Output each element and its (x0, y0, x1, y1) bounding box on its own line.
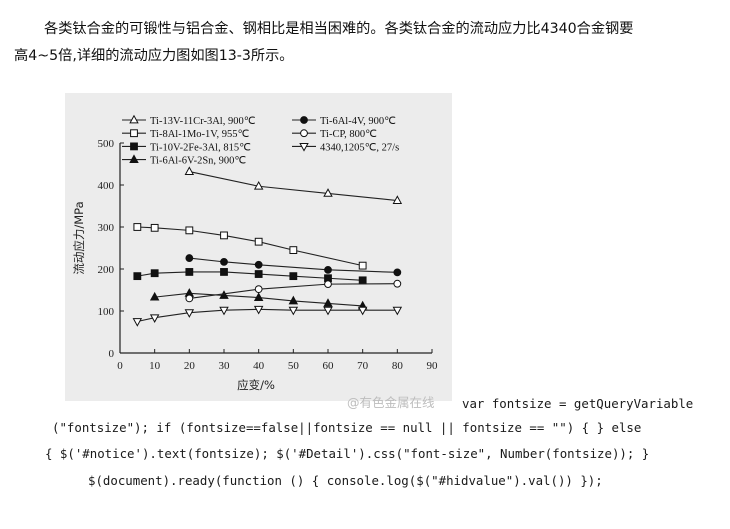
data-point-series-3 (254, 270, 263, 278)
x-tick-label: 50 (288, 360, 300, 372)
legend-label-5: Ti-6Al-4V, 900℃ (320, 116, 396, 127)
data-point-series-2 (358, 261, 367, 270)
series-line-6 (189, 283, 398, 299)
data-point-series-4 (149, 291, 160, 301)
legend-marker-4 (129, 154, 139, 163)
data-point-series-7 (288, 306, 299, 316)
y-tick-label: 100 (98, 306, 115, 318)
x-tick-label: 0 (117, 360, 123, 372)
code-line-3: { $('#notice').text(fontsize); $('#Detai… (45, 446, 650, 461)
data-point-series-3 (220, 268, 228, 276)
data-point-series-1 (392, 195, 403, 204)
data-point-series-4 (253, 292, 264, 301)
legend-marker-3 (130, 142, 138, 151)
data-point-series-6 (185, 294, 194, 303)
x-tick-label: 20 (184, 360, 196, 372)
data-point-series-7 (219, 306, 229, 316)
y-tick-label: 400 (98, 180, 115, 192)
x-tick-label: 10 (149, 360, 161, 372)
legend-label-2: Ti-8Al-1Mo-1V, 955℃ (150, 129, 250, 140)
data-point-series-7 (323, 306, 333, 316)
data-point-series-7 (184, 309, 195, 318)
data-point-series-2 (254, 237, 263, 246)
data-point-series-3 (358, 276, 367, 285)
series-line-7 (137, 308, 398, 323)
data-point-series-6 (324, 280, 332, 289)
x-tick-label: 30 (219, 360, 231, 372)
data-point-series-7 (357, 306, 368, 316)
data-point-series-6 (254, 285, 263, 294)
x-axis-label: 应变/% (237, 378, 275, 392)
data-point-series-4 (323, 298, 333, 307)
data-point-series-2 (150, 223, 159, 232)
series-line-1 (189, 171, 398, 202)
data-point-series-4 (288, 295, 299, 305)
data-point-series-7 (392, 306, 403, 316)
data-point-series-5 (185, 254, 194, 262)
code-line-2: ("fontsize"); if (fontsize==false||fonts… (52, 420, 642, 435)
data-point-series-5 (324, 265, 332, 274)
x-tick-label: 40 (253, 360, 265, 372)
x-tick-label: 60 (323, 360, 335, 372)
legend-label-3: Ti-10V-2Fe-3Al, 815℃ (150, 142, 251, 153)
code-line-1: var fontsize = getQueryVariable (462, 396, 694, 411)
data-point-series-1 (184, 166, 195, 175)
data-point-series-7 (132, 318, 143, 327)
series-line-2 (137, 226, 363, 267)
legend-marker-1 (129, 114, 139, 124)
paragraph-line-2: 高4~5倍,详细的流动应力图如图13-3所示。 (14, 48, 294, 64)
y-tick-label: 300 (98, 222, 115, 234)
code-line-4: $(document).ready(function () { console.… (88, 473, 603, 488)
legend-marker-6 (300, 129, 308, 138)
legend-label-6: Ti-CP, 800℃ (320, 129, 377, 140)
x-tick-label: 90 (427, 360, 439, 372)
data-point-series-7 (149, 314, 160, 323)
legend-label-4: Ti-6Al-6V-2Sn, 900℃ (150, 156, 246, 167)
data-point-series-2 (289, 246, 298, 254)
data-point-series-2 (185, 226, 194, 235)
data-point-series-6 (393, 279, 402, 288)
legend-marker-5 (300, 116, 308, 124)
data-point-series-5 (220, 257, 228, 266)
y-tick-label: 200 (98, 264, 115, 276)
data-point-series-3 (289, 272, 298, 281)
data-point-series-3 (133, 272, 142, 281)
x-tick-label: 70 (357, 360, 369, 372)
paragraph-line-1: 各类钛合金的可锻性与铝合金、钢相比是相当困难的。各类钛合金的流动应力比4340合… (44, 21, 634, 37)
flow-stress-figure: 0 10 20 30 40 50 60 70 80 90 0 100 200 300 400 500 应变/% 流… (65, 93, 452, 401)
series-line-3 (137, 271, 363, 281)
data-point-series-5 (393, 268, 402, 277)
site-watermark: @有色金属在线 (347, 395, 435, 410)
legend-label-7: 4340,1205℃, 27/s (320, 142, 399, 153)
article-paragraph: 各类钛合金的可锻性与铝合金、钢相比是相当困难的。各类钛合金的流动应力比4340合… (14, 16, 720, 70)
data-point-series-3 (185, 268, 194, 276)
data-point-series-1 (253, 181, 264, 190)
data-point-series-5 (254, 260, 263, 269)
legend-marker-7 (299, 143, 309, 152)
data-point-series-4 (219, 290, 229, 299)
data-point-series-3 (150, 269, 159, 278)
flow-stress-chart: 0 10 20 30 40 50 60 70 80 90 0 100 200 300 400 500 应变/% 流… (72, 114, 439, 392)
y-tick-label: 500 (98, 138, 115, 150)
y-axis-label: 流动应力/MPa (72, 201, 86, 274)
legend-label-1: Ti-13V-11Cr-3Al, 900℃ (150, 116, 256, 127)
x-tick-label: 80 (392, 360, 404, 372)
data-point-series-2 (133, 223, 142, 231)
data-point-series-1 (323, 188, 333, 197)
y-tick-label: 0 (109, 348, 115, 360)
data-point-series-7 (253, 305, 264, 315)
data-point-series-2 (220, 231, 228, 240)
legend-marker-2 (130, 129, 138, 138)
